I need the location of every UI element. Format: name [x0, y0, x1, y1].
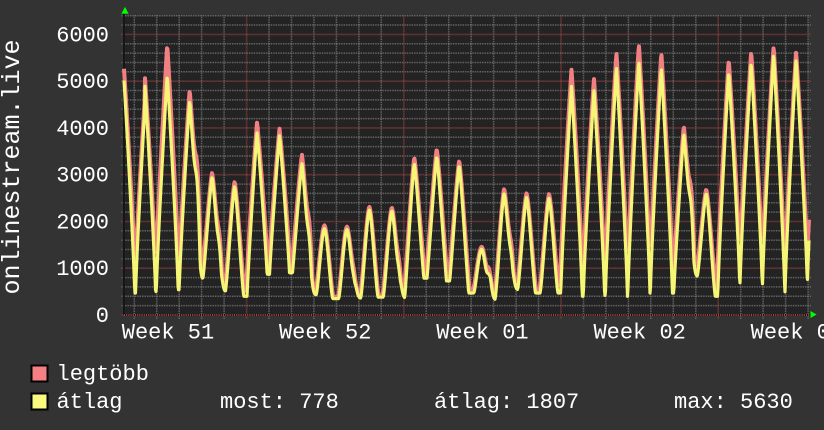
svg-text:átlag: 1807: átlag: 1807 — [434, 390, 579, 415]
svg-text:6000: 6000 — [56, 23, 109, 48]
svg-text:Week 03: Week 03 — [751, 321, 824, 346]
svg-text:Week 51: Week 51 — [122, 321, 214, 346]
svg-text:0: 0 — [96, 304, 109, 329]
svg-text:Week 52: Week 52 — [279, 321, 371, 346]
svg-text:3000: 3000 — [56, 164, 109, 189]
svg-text:legtöbb: legtöbb — [57, 362, 149, 387]
svg-text:most: 778: most: 778 — [220, 390, 339, 415]
svg-text:Week 02: Week 02 — [593, 321, 685, 346]
svg-text:Week 01: Week 01 — [436, 321, 528, 346]
svg-text:5000: 5000 — [56, 70, 109, 95]
svg-text:4000: 4000 — [56, 117, 109, 142]
svg-text:átlag: átlag — [57, 390, 123, 415]
svg-text:onlinestream.live: onlinestream.live — [0, 39, 27, 294]
svg-text:max: 5630: max: 5630 — [674, 390, 793, 415]
svg-text:2000: 2000 — [56, 210, 109, 235]
svg-text:1000: 1000 — [56, 257, 109, 282]
